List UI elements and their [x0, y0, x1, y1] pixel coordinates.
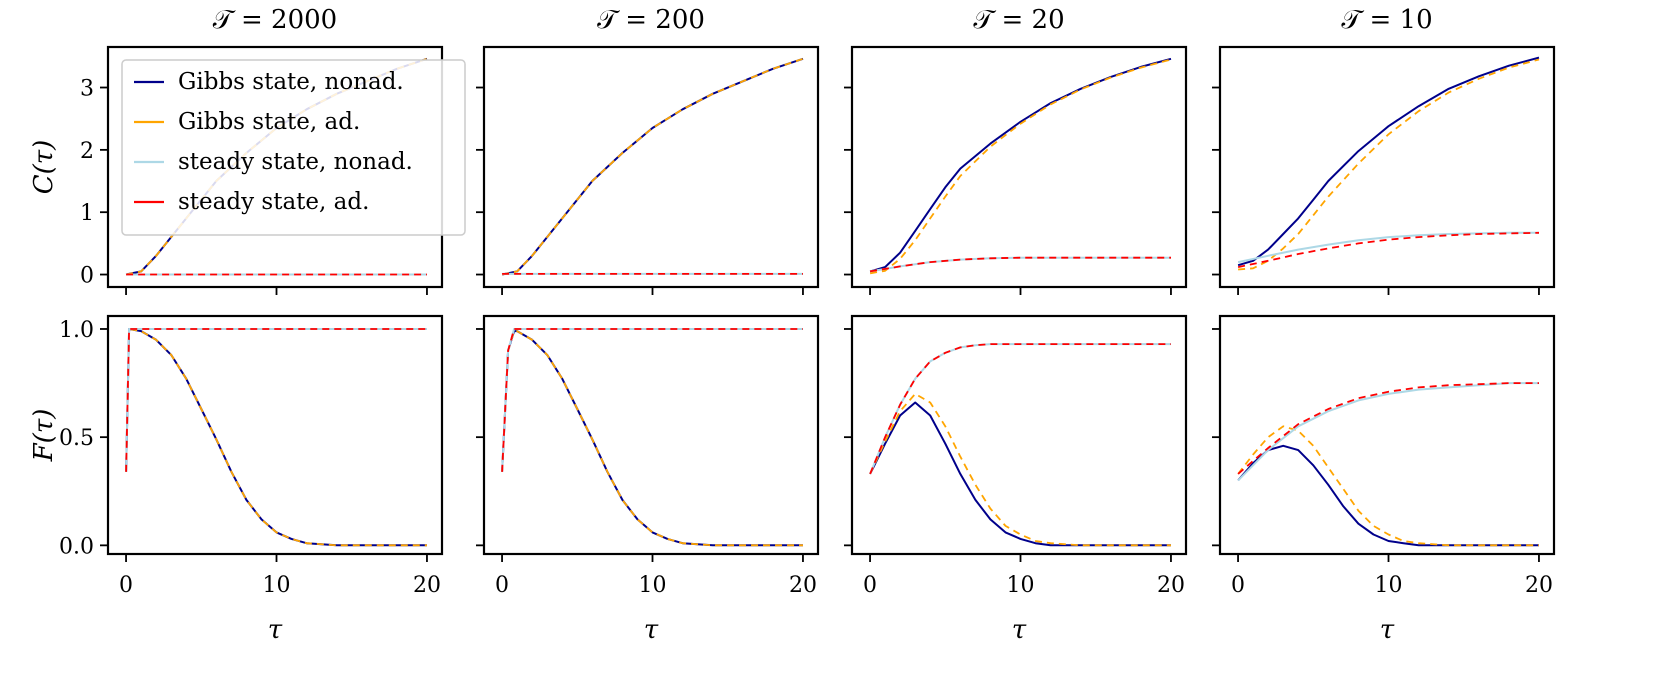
series-line-steady_nonad — [501, 328, 803, 472]
y-tick-label: 0.0 — [59, 534, 94, 559]
x-axis-label: τ — [1380, 615, 1395, 645]
column-title: 𝒯 = 2000 — [213, 5, 337, 35]
series-line-gibbs_ad — [869, 58, 1172, 275]
series-line-gibbs_nonad — [869, 57, 1172, 273]
x-tick-label: 10 — [639, 573, 667, 598]
column-title: 𝒯 = 20 — [973, 5, 1064, 35]
legend-entry: steady state, ad. — [178, 189, 369, 215]
series-line-steady_nonad — [869, 343, 1171, 475]
x-tick-label: 10 — [263, 573, 291, 598]
series-line-gibbs_ad — [869, 392, 1171, 547]
series-line-steady_nonad — [125, 328, 427, 472]
x-tick-label: 0 — [1231, 573, 1245, 598]
series-line-steady_nonad — [869, 256, 1171, 273]
panel-F-2: 0 10 20 — [844, 314, 1188, 598]
series-line-gibbs_nonad — [501, 330, 803, 547]
series-line-gibbs_nonad — [125, 328, 427, 547]
y-tick-label: 1.0 — [59, 318, 94, 343]
panel-F-1: 0 10 20 — [476, 314, 820, 598]
axes-frame — [1218, 45, 1556, 289]
series-line-steady_ad — [501, 328, 803, 472]
y-tick-label: 0.5 — [59, 426, 94, 451]
x-axis-label: τ — [644, 615, 659, 645]
panel-C-2 — [844, 45, 1188, 295]
y-axis-label: C(τ) — [29, 140, 59, 195]
legend-entry: Gibbs state, ad. — [178, 109, 360, 135]
x-tick-label: 0 — [119, 573, 133, 598]
series-line-steady_ad — [869, 256, 1171, 273]
column-title: 𝒯 = 200 — [597, 5, 705, 35]
x-tick-label: 10 — [1007, 573, 1035, 598]
axes-frame — [482, 314, 820, 556]
y-tick-label: 3 — [80, 77, 94, 102]
series-line-steady_ad — [125, 328, 427, 472]
axes-frame — [482, 45, 820, 289]
series-line-gibbs_nonad — [869, 401, 1171, 547]
legend: Gibbs state, nonad. Gibbs state, ad. stead… — [121, 59, 466, 236]
y-tick-label: 1 — [80, 201, 94, 226]
x-axis-label: τ — [1012, 615, 1027, 645]
axes-frame — [850, 45, 1188, 289]
column-title: 𝒯 = 10 — [1341, 5, 1432, 35]
axes-frame — [850, 314, 1188, 556]
series-line-gibbs_nonad — [1237, 56, 1540, 267]
y-tick-label: 0 — [80, 264, 94, 289]
panel-C-1 — [476, 45, 820, 295]
series-line-gibbs_nonad — [1237, 444, 1539, 547]
panels: 𝒯 = 2000 𝒯 = 200 𝒯 = 20 𝒯 = 10 C(τ) F(τ) τ τ τ τ 0… — [29, 5, 1556, 645]
x-tick-label: 0 — [863, 573, 877, 598]
series-line-gibbs_ad — [125, 328, 427, 547]
legend-entry: steady state, nonad. — [178, 149, 413, 175]
axes-frame — [1218, 314, 1556, 556]
y-tick-label: 2 — [80, 139, 94, 164]
panel-C-3 — [1212, 45, 1556, 295]
panel-C-0: 0 1 2 3 — [80, 45, 444, 295]
x-tick-label: 20 — [1157, 573, 1185, 598]
x-tick-label: 20 — [789, 573, 817, 598]
series-line-gibbs_ad — [501, 330, 803, 547]
x-tick-label: 10 — [1375, 573, 1403, 598]
x-tick-label: 20 — [1525, 573, 1553, 598]
series-line-steady_ad — [1237, 382, 1539, 475]
y-axis-label: F(τ) — [29, 409, 59, 463]
series-line-steady_ad — [869, 343, 1171, 475]
x-tick-label: 0 — [495, 573, 509, 598]
series-line-steady_nonad — [1237, 382, 1539, 482]
x-axis-label: τ — [268, 615, 283, 645]
legend-box — [121, 59, 466, 236]
series-line-gibbs_ad — [1237, 425, 1539, 547]
series-line-steady_ad — [1237, 231, 1540, 268]
axes-frame — [106, 314, 444, 556]
x-tick-label: 20 — [413, 573, 441, 598]
panel-F-3: 0 10 20 — [1212, 314, 1556, 598]
series-line-gibbs_nonad — [501, 57, 804, 276]
panel-F-0: 0.0 0.5 1.0 0 10 20 — [59, 314, 444, 598]
legend-entry: Gibbs state, nonad. — [178, 69, 404, 95]
series-line-gibbs_ad — [501, 57, 804, 276]
